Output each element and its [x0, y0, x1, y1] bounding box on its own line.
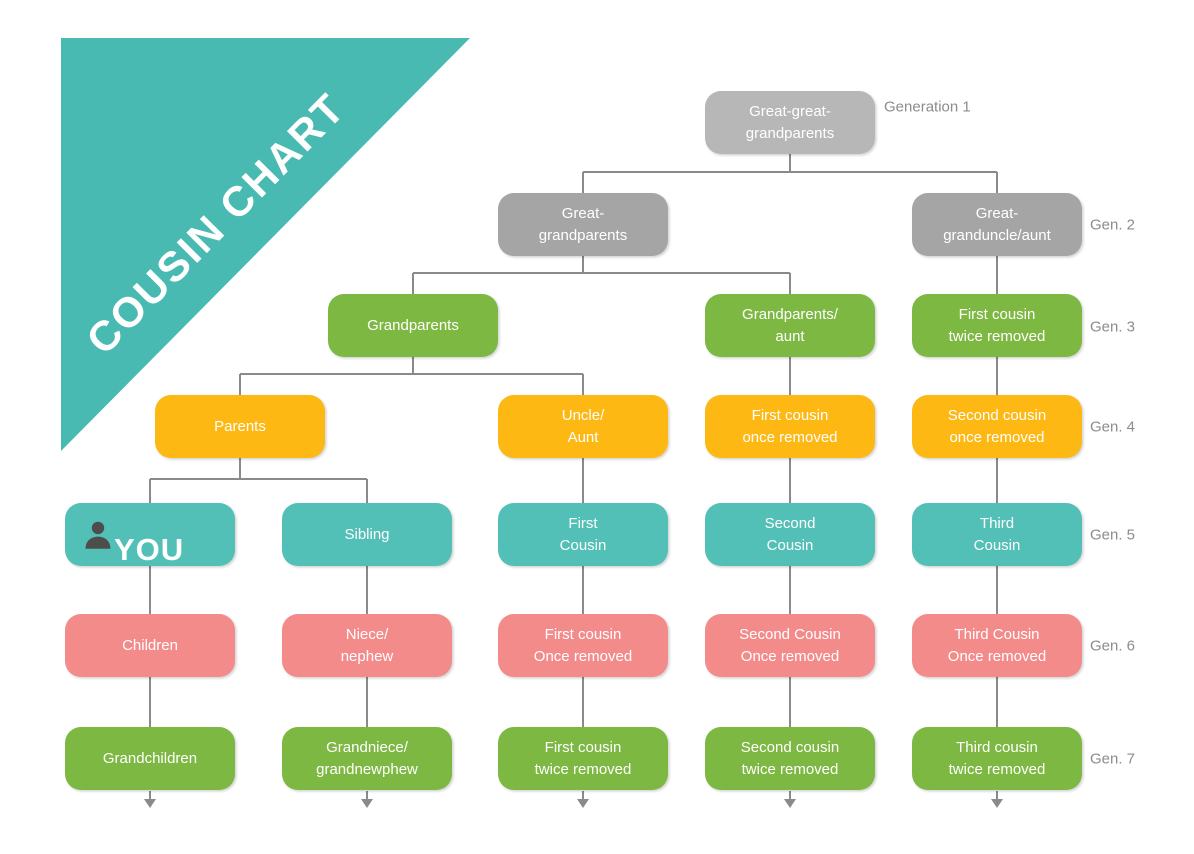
node-grandchildren: Grandchildren: [65, 727, 235, 790]
generation-label: Gen. 3: [1090, 318, 1136, 336]
node-label-line: Aunt: [567, 428, 599, 446]
generation-label: Generation 1: [884, 98, 971, 116]
node-label-line: Second cousin: [740, 738, 840, 756]
node-niece_nephew: Niece/nephew: [282, 614, 452, 677]
node-label-line: granduncle/aunt: [943, 226, 1051, 244]
node-you: YOU: [65, 503, 235, 567]
node-label-line: Great-great-: [749, 102, 831, 120]
you-label: YOU: [114, 532, 185, 567]
arrow-down-icon: [361, 799, 373, 808]
node-label-line: First: [568, 514, 598, 532]
node-great_great_grandparents: Great-great-grandparents: [705, 91, 875, 154]
node-uncle_aunt: Uncle/Aunt: [498, 395, 668, 458]
node-label-line: once removed: [949, 428, 1045, 446]
node-first_cousin_once_removed_g6: First cousin Once removed: [498, 614, 668, 677]
arrow-down-icon: [991, 799, 1003, 808]
node-label-line: Third Cousin: [954, 625, 1040, 643]
node-label-line: grandnewphew: [316, 760, 418, 778]
person-icon: [85, 521, 111, 549]
arrow-down-icon: [784, 799, 796, 808]
node-grandparents: Grandparents: [328, 294, 498, 357]
node-label-line: Great-: [975, 204, 1019, 222]
node-second_cousin_once_removed_g4: Second cousin once removed: [912, 395, 1082, 458]
arrow-down-icon: [144, 799, 156, 808]
node-third_cousin_once_removed_g6: Third Cousin Once removed: [912, 614, 1082, 677]
node-label-line: twice removed: [948, 760, 1046, 778]
node-label-line: grandparents: [745, 124, 835, 142]
generation-label: Gen. 2: [1090, 216, 1136, 234]
node-label-line: Third: [979, 514, 1015, 532]
generation-label: Gen. 7: [1090, 750, 1136, 768]
node-label-line: First cousin: [958, 305, 1036, 323]
node-label-line: Niece/: [345, 625, 389, 643]
node-parents: Parents: [155, 395, 325, 458]
node-label-line: nephew: [340, 647, 394, 665]
node-label-line: twice removed: [741, 760, 839, 778]
node-label-line: Once removed: [533, 647, 633, 665]
node-label-line: Second cousin: [947, 406, 1047, 424]
node-label-line: Cousin: [766, 536, 814, 554]
node-label-line: Grandparents/: [742, 305, 838, 323]
node-second_cousin_once_removed_g6: Second Cousin Once removed: [705, 614, 875, 677]
node-label-line: twice removed: [534, 760, 632, 778]
node-third_cousin: Third Cousin: [912, 503, 1082, 566]
node-first_cousin_twice_removed_g3: First cousin twice removed: [912, 294, 1082, 357]
node-label-line: Third cousin: [956, 738, 1038, 756]
node-label-line: Cousin: [559, 536, 607, 554]
node-label-line: Parents: [214, 417, 266, 435]
node-label-line: Great-: [561, 204, 605, 222]
node-grandniece_grandnephew: Grandniece/grandnewphew: [282, 727, 452, 790]
node-first_cousin_once_removed_g4: First cousin once removed: [705, 395, 875, 458]
node-label-line: aunt: [775, 327, 805, 345]
node-label-line: Children: [122, 636, 178, 654]
node-children: Children: [65, 614, 235, 677]
node-sibling: Sibling: [282, 503, 452, 566]
node-label-line: Sibling: [344, 525, 390, 543]
node-label-line: First cousin: [544, 738, 622, 756]
node-label-line: Second Cousin: [739, 625, 841, 643]
node-second_cousin_twice_removed_g7: Second cousin twice removed: [705, 727, 875, 790]
node-second_cousin: Second Cousin: [705, 503, 875, 566]
node-first_cousin_twice_removed_g7: First cousin twice removed: [498, 727, 668, 790]
node-label-line: grandparents: [538, 226, 628, 244]
arrow-down-icon: [577, 799, 589, 808]
node-third_cousin_twice_removed_g7: Third cousin twice removed: [912, 727, 1082, 790]
node-label-line: Once removed: [947, 647, 1047, 665]
node-label-line: Grandparents: [367, 316, 459, 334]
node-label-line: once removed: [742, 428, 838, 446]
generation-label: Gen. 5: [1090, 526, 1136, 544]
node-grandparents_aunt: Grandparents/aunt: [705, 294, 875, 357]
node-label-line: Grandniece/: [326, 738, 408, 756]
node-label-line: First cousin: [751, 406, 829, 424]
node-great_grandparents: Great-grandparents: [498, 193, 668, 256]
node-label-line: Once removed: [740, 647, 840, 665]
node-label-line: Grandchildren: [102, 749, 198, 767]
node-label-line: twice removed: [948, 327, 1046, 345]
node-first_cousin: First Cousin: [498, 503, 668, 566]
node-label-line: Cousin: [973, 536, 1021, 554]
generation-label: Gen. 6: [1090, 637, 1136, 655]
generation-label: Gen. 4: [1090, 418, 1136, 436]
node-label-line: Second: [764, 514, 816, 532]
node-label-line: Uncle/: [561, 406, 605, 424]
node-label-line: First cousin: [544, 625, 622, 643]
node-great_granduncle_aunt: Great-granduncle/aunt: [912, 193, 1082, 256]
